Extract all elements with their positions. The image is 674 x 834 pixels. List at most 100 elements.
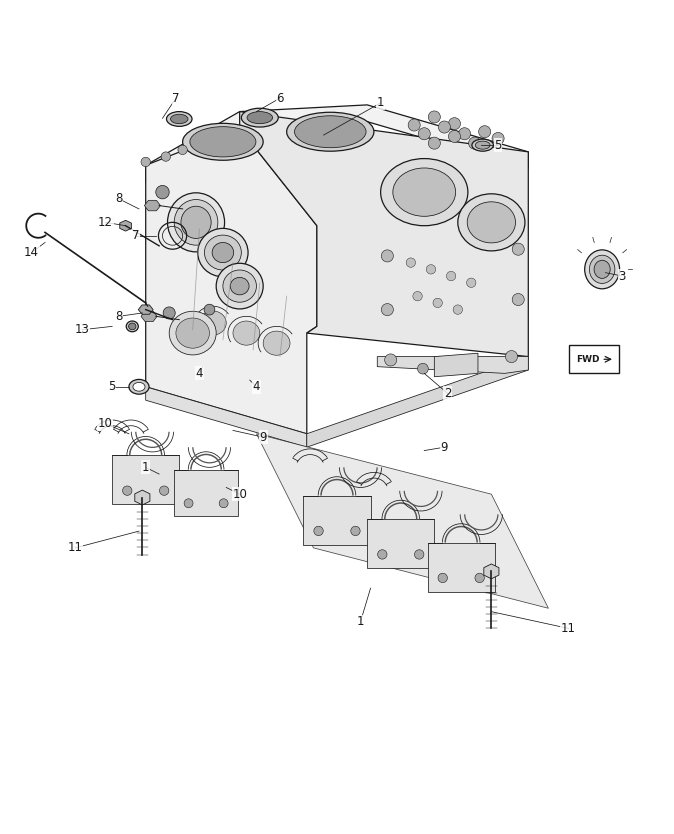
Text: 7: 7 [172,92,180,105]
Polygon shape [135,490,150,505]
Text: 7: 7 [132,229,140,242]
Circle shape [438,573,448,583]
Polygon shape [307,357,528,447]
Polygon shape [484,564,499,579]
Text: FWD: FWD [576,354,599,364]
Polygon shape [120,220,131,231]
Text: 3: 3 [619,269,626,283]
Circle shape [448,118,460,130]
Ellipse shape [197,229,248,277]
Circle shape [492,133,504,144]
Polygon shape [427,543,495,591]
Text: 1: 1 [357,615,364,628]
Bar [569,345,619,374]
Circle shape [446,271,456,281]
Circle shape [204,304,215,315]
Ellipse shape [216,264,263,309]
Circle shape [161,152,171,161]
Text: 8: 8 [115,309,123,323]
Circle shape [178,145,187,154]
Circle shape [466,278,476,288]
Ellipse shape [190,127,256,157]
Circle shape [428,111,440,123]
Ellipse shape [393,168,456,216]
Polygon shape [146,387,307,447]
Polygon shape [112,455,179,505]
Ellipse shape [129,323,136,329]
Circle shape [418,364,428,374]
Ellipse shape [263,331,290,355]
Ellipse shape [204,235,241,270]
Polygon shape [240,112,528,357]
Polygon shape [174,470,238,516]
Ellipse shape [166,112,192,127]
Text: 13: 13 [75,324,90,336]
Circle shape [163,307,175,319]
Text: 11: 11 [561,622,576,635]
Circle shape [123,486,132,495]
Circle shape [184,499,193,508]
Ellipse shape [126,321,138,332]
Text: 12: 12 [98,216,113,229]
Text: 10: 10 [98,417,113,430]
Ellipse shape [212,243,234,263]
Ellipse shape [200,311,226,335]
Circle shape [512,294,524,305]
Ellipse shape [233,321,259,345]
Polygon shape [367,519,434,568]
Polygon shape [377,357,528,374]
Text: 5: 5 [109,380,116,394]
Text: 1: 1 [377,97,384,109]
Circle shape [314,526,324,535]
Polygon shape [141,311,157,322]
Text: 5: 5 [495,138,501,152]
Ellipse shape [467,202,516,243]
Ellipse shape [472,139,493,151]
Circle shape [468,137,481,149]
Text: 4: 4 [253,380,260,394]
Ellipse shape [589,255,615,284]
Ellipse shape [169,311,216,355]
Circle shape [433,299,442,308]
Circle shape [160,486,169,495]
Circle shape [506,350,518,363]
Text: 9: 9 [259,430,267,444]
Circle shape [428,137,440,149]
Polygon shape [256,434,549,608]
Ellipse shape [174,199,218,245]
Circle shape [408,119,420,131]
Circle shape [350,526,360,535]
Text: 4: 4 [195,367,203,379]
Polygon shape [146,105,528,182]
Circle shape [385,354,397,366]
Circle shape [219,499,228,508]
Text: 9: 9 [441,440,448,454]
Ellipse shape [133,383,145,391]
Ellipse shape [594,260,610,279]
Ellipse shape [458,193,525,251]
Ellipse shape [584,250,619,289]
Circle shape [415,550,424,559]
Circle shape [381,304,394,315]
Circle shape [381,250,394,262]
Ellipse shape [129,379,149,394]
Circle shape [438,121,450,133]
Text: 6: 6 [276,92,284,105]
Polygon shape [138,305,153,314]
Circle shape [413,291,422,301]
Polygon shape [434,354,478,377]
Ellipse shape [241,108,278,127]
Circle shape [475,573,485,583]
Circle shape [479,126,491,138]
Ellipse shape [286,113,374,151]
Text: 2: 2 [444,387,452,400]
Ellipse shape [168,193,224,252]
Ellipse shape [247,112,272,123]
Circle shape [406,258,416,268]
Circle shape [448,130,460,143]
Circle shape [141,158,150,167]
Circle shape [419,128,430,140]
Polygon shape [303,495,371,545]
Circle shape [453,305,462,314]
Ellipse shape [183,123,263,160]
